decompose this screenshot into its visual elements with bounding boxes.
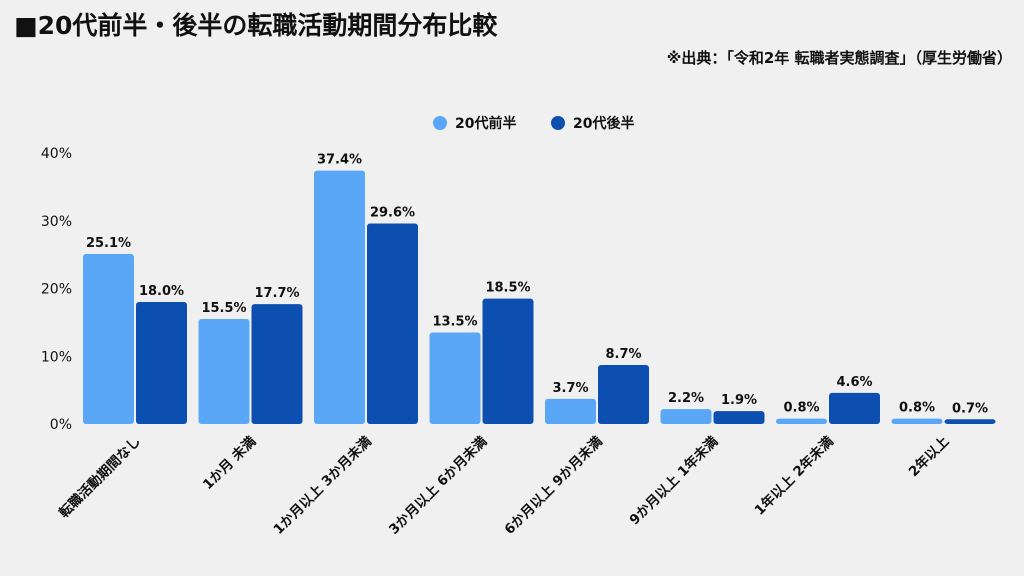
bar-late20s (713, 411, 765, 424)
bar-early20s (545, 398, 596, 424)
y-tick-label: 10% (41, 349, 72, 365)
bar-early20s (891, 418, 943, 424)
legend-marker-late20s (551, 116, 565, 130)
bar-late20s (482, 298, 534, 424)
bar-late20s (251, 304, 303, 424)
x-category-label: 1か月 未満 (199, 432, 260, 493)
y-tick-label: 30% (41, 214, 72, 230)
bar-early20s (429, 332, 481, 424)
data-label: 1.9% (721, 393, 757, 408)
x-category-label: 1年以上 2年未満 (751, 432, 837, 518)
data-label: 25.1% (86, 236, 131, 251)
data-label: 17.7% (254, 286, 299, 301)
data-label: 0.8% (899, 401, 935, 416)
x-category-label: 3か月以上 6か月未満 (385, 432, 490, 537)
bar-late20s (367, 223, 418, 424)
data-label: 2.2% (668, 391, 704, 406)
legend-marker-early20s (433, 116, 447, 130)
y-tick-label: 40% (41, 146, 72, 162)
legend-label: 20代前半 (455, 115, 516, 132)
bar-early20s (776, 418, 827, 424)
x-category-label: 9か月以上 1年未満 (626, 432, 722, 528)
data-label: 8.7% (605, 347, 641, 362)
bar-late20s (944, 419, 996, 424)
data-label: 18.5% (485, 281, 530, 296)
data-label: 3.7% (552, 381, 588, 396)
data-label: 4.6% (836, 375, 872, 390)
x-category-label: 1か月以上 3か月未満 (270, 432, 375, 537)
bar-late20s (829, 392, 880, 424)
bar-early20s (314, 170, 365, 424)
x-category-label: 転職活動期間なし (55, 433, 143, 521)
bar-late20s (598, 365, 649, 424)
data-label: 29.6% (370, 205, 415, 220)
chart-title: ■20代前半・後半の転職活動期間分布比較 (14, 11, 498, 40)
bar-early20s (83, 253, 134, 424)
y-tick-label: 20% (41, 282, 72, 298)
data-label: 13.5% (432, 315, 477, 330)
data-label: 0.7% (952, 401, 988, 416)
data-label: 0.8% (783, 401, 819, 416)
bar-early20s (660, 409, 712, 424)
legend-label: 20代後半 (573, 115, 634, 132)
bar-early20s (198, 318, 250, 424)
source-note: ※出典：「令和2年 転職者実態調査」（厚生労働省） (666, 49, 1012, 67)
y-tick-label: 0% (50, 417, 72, 433)
data-label: 15.5% (201, 301, 246, 316)
bar-late20s (136, 302, 187, 424)
data-label: 18.0% (139, 284, 184, 299)
x-category-label: 2年以上 (905, 432, 953, 480)
x-category-label: 6か月以上 9か月未満 (501, 432, 606, 537)
data-label: 37.4% (317, 153, 362, 168)
